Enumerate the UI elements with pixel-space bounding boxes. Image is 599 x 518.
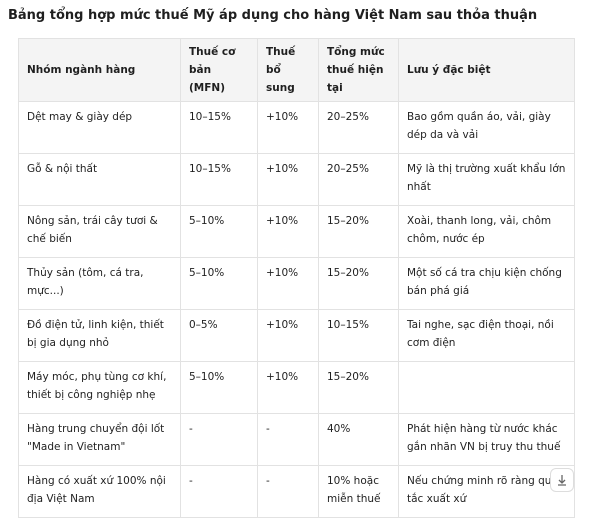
table-cell: - [257,413,319,466]
tariff-table: Nhóm ngành hàng Thuế cơ bản (MFN) Thuế bổ … [18,38,575,518]
table-cell: 20–25% [318,101,399,154]
table-cell [398,361,575,414]
table-cell: 5–10% [180,257,258,310]
table-cell: Đồ điện tử, linh kiện, thiết bị gia dụng… [18,309,181,362]
table-cell: Bao gồm quần áo, vải, giày dép da và vải [398,101,575,154]
table-cell: 0–5% [180,309,258,362]
table-cell: Xoài, thanh long, vải, chôm chôm, nước é… [398,205,575,258]
table-row: Dệt may & giày dép 10–15% +10% 20–25% Bao gồ… [18,101,575,154]
table-cell: 15–20% [318,257,399,310]
table-cell: 15–20% [318,361,399,414]
table-cell: Nếu chứng minh rõ ràng quy tắc xuất xứ [398,465,575,518]
table-cell: 40% [318,413,399,466]
table-cell: - [180,465,258,518]
download-icon [558,475,566,486]
table-cell: +10% [257,257,319,310]
table-cell: Gỗ & nội thất [18,153,181,206]
table-cell: 10–15% [318,309,399,362]
table-cell: Mỹ là thị trường xuất khẩu lớn nhất [398,153,575,206]
table-cell: 20–25% [318,153,399,206]
table-cell: Tai nghe, sạc điện thoại, nồi cơm điện [398,309,575,362]
header-cell: Lưu ý đặc biệt [398,38,575,102]
table-cell: 10–15% [180,153,258,206]
table-cell: Máy móc, phụ tùng cơ khí, thiết bị công … [18,361,181,414]
table-cell: +10% [257,309,319,362]
table-cell: +10% [257,361,319,414]
table-cell: - [180,413,258,466]
table-row: Thủy sản (tôm, cá tra, mực...) 5–10% +10% 1… [18,257,575,310]
table-cell: 15–20% [318,205,399,258]
table-cell: - [257,465,319,518]
header-cell: Thuế cơ bản (MFN) [180,38,258,102]
table-cell: Phát hiện hàng từ nước khác gắn nhãn VN … [398,413,575,466]
table-cell: 5–10% [180,361,258,414]
table-row: Đồ điện tử, linh kiện, thiết bị gia dụng… [18,309,575,362]
table-cell: +10% [257,205,319,258]
page: Bảng tổng hợp mức thuế Mỹ áp dụng cho hà… [8,8,575,518]
download-button[interactable] [550,468,574,492]
header-row: Nhóm ngành hàng Thuế cơ bản (MFN) Thuế bổ … [18,38,575,102]
table-cell: 5–10% [180,205,258,258]
table-cell: 10% hoặc miễn thuế [318,465,399,518]
table-row: Hàng có xuất xứ 100% nội địa Việt Nam - -1… [18,465,575,518]
table-cell: Dệt may & giày dép [18,101,181,154]
table-row: Gỗ & nội thất 10–15% +10% 20–25% Mỹ là thị t… [18,153,575,206]
header-cell: Tổng mức thuế hiện tại [318,38,399,102]
table-cell: Một số cá tra chịu kiện chống bán phá gi… [398,257,575,310]
table-cell: Hàng có xuất xứ 100% nội địa Việt Nam [18,465,181,518]
table-row: Hàng trung chuyển đội lốt "Made in Vietn… [18,413,575,466]
title: Bảng tổng hợp mức thuế Mỹ áp dụng cho hà… [8,8,538,23]
table-cell: Hàng trung chuyển đội lốt "Made in Vietn… [18,413,181,466]
table-row: Nông sản, trái cây tươi & chế biến 5–10% +… [18,205,575,258]
table-cell: Nông sản, trái cây tươi & chế biến [18,205,181,258]
header-cell: Thuế bổ sung [257,38,319,102]
table-cell: +10% [257,153,319,206]
table-cell: Thủy sản (tôm, cá tra, mực...) [18,257,181,310]
table-row: Máy móc, phụ tùng cơ khí, thiết bị công … [18,361,575,414]
table-body: Dệt may & giày dép 10–15% +10% 20–25% Bao gồ… [18,101,575,518]
header-cell: Nhóm ngành hàng [18,38,181,102]
table-cell: 10–15% [180,101,258,154]
table-wrapper: Nhóm ngành hàng Thuế cơ bản (MFN) Thuế bổ … [18,38,575,518]
table-cell: +10% [257,101,319,154]
